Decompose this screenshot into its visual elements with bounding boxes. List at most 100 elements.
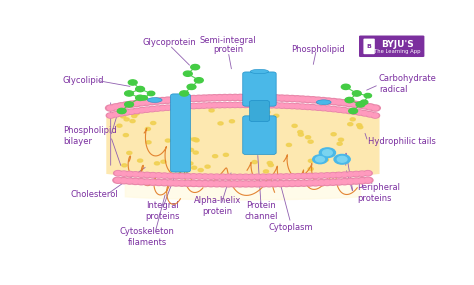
Circle shape: [208, 182, 214, 186]
Circle shape: [144, 108, 150, 111]
Circle shape: [175, 97, 182, 101]
Circle shape: [283, 103, 292, 108]
Text: protein: protein: [202, 207, 232, 216]
Circle shape: [130, 120, 135, 123]
Circle shape: [120, 115, 126, 118]
Circle shape: [112, 105, 119, 109]
Text: Phospholipid: Phospholipid: [63, 126, 117, 135]
Circle shape: [204, 95, 214, 101]
Circle shape: [289, 175, 295, 178]
Circle shape: [132, 108, 141, 113]
Circle shape: [148, 172, 157, 178]
Circle shape: [256, 102, 265, 108]
Circle shape: [308, 97, 318, 103]
Circle shape: [346, 109, 352, 113]
Circle shape: [121, 102, 131, 108]
Circle shape: [237, 182, 243, 186]
Circle shape: [210, 103, 219, 108]
Circle shape: [248, 182, 255, 186]
Circle shape: [173, 96, 183, 103]
Circle shape: [273, 114, 279, 117]
Circle shape: [353, 91, 361, 96]
Circle shape: [214, 95, 225, 101]
Circle shape: [121, 172, 127, 175]
Circle shape: [362, 104, 368, 108]
Circle shape: [179, 174, 185, 178]
Circle shape: [358, 126, 363, 129]
Circle shape: [178, 96, 189, 102]
Circle shape: [164, 105, 172, 110]
Circle shape: [352, 171, 361, 177]
Circle shape: [138, 173, 144, 176]
Circle shape: [186, 137, 191, 140]
Circle shape: [288, 103, 297, 109]
Circle shape: [118, 112, 124, 115]
Circle shape: [155, 180, 162, 184]
Circle shape: [253, 103, 259, 107]
Circle shape: [312, 181, 319, 185]
Circle shape: [355, 110, 364, 115]
Circle shape: [196, 104, 202, 107]
Circle shape: [346, 101, 353, 105]
Circle shape: [293, 180, 303, 186]
Circle shape: [205, 165, 210, 168]
Circle shape: [209, 109, 214, 112]
Circle shape: [140, 96, 147, 100]
Circle shape: [137, 100, 147, 106]
Circle shape: [295, 181, 301, 185]
Circle shape: [360, 103, 370, 109]
Circle shape: [303, 104, 312, 109]
Circle shape: [160, 173, 169, 178]
Circle shape: [283, 175, 290, 178]
Circle shape: [253, 95, 259, 99]
Circle shape: [277, 182, 284, 186]
Text: channel: channel: [245, 212, 278, 221]
Circle shape: [273, 96, 280, 100]
Text: Carbohydrate: Carbohydrate: [379, 74, 437, 83]
Circle shape: [111, 104, 121, 110]
Circle shape: [108, 106, 114, 110]
Circle shape: [223, 181, 234, 187]
Circle shape: [367, 113, 373, 116]
Circle shape: [292, 124, 297, 127]
Circle shape: [142, 99, 152, 105]
Circle shape: [134, 109, 139, 113]
Circle shape: [341, 109, 347, 112]
Circle shape: [298, 131, 303, 134]
Text: Glycoprotein: Glycoprotein: [143, 38, 196, 48]
Circle shape: [329, 106, 338, 112]
Circle shape: [214, 175, 220, 178]
Circle shape: [167, 174, 173, 178]
Circle shape: [130, 178, 141, 184]
Circle shape: [356, 103, 363, 107]
Circle shape: [206, 104, 212, 107]
Circle shape: [310, 105, 316, 109]
Circle shape: [246, 94, 256, 101]
Circle shape: [216, 96, 223, 100]
Circle shape: [316, 157, 325, 162]
Circle shape: [126, 101, 137, 107]
Circle shape: [194, 139, 199, 142]
Circle shape: [218, 174, 227, 179]
Circle shape: [125, 102, 134, 107]
Circle shape: [134, 112, 139, 115]
Circle shape: [370, 105, 380, 111]
Circle shape: [147, 99, 157, 105]
Circle shape: [195, 174, 204, 179]
Circle shape: [180, 91, 189, 96]
Circle shape: [146, 127, 150, 131]
Circle shape: [282, 180, 292, 187]
Circle shape: [294, 174, 302, 179]
Circle shape: [185, 174, 191, 178]
FancyBboxPatch shape: [364, 38, 375, 54]
Circle shape: [272, 175, 278, 178]
Circle shape: [347, 180, 354, 183]
FancyBboxPatch shape: [249, 101, 269, 121]
Circle shape: [113, 177, 123, 183]
Circle shape: [172, 173, 181, 179]
Circle shape: [330, 174, 336, 177]
Circle shape: [222, 103, 228, 107]
Circle shape: [231, 175, 237, 179]
Circle shape: [249, 175, 255, 179]
Circle shape: [252, 160, 257, 164]
